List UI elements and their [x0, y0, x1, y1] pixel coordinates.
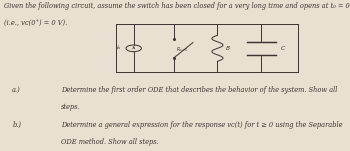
- Text: $i_s$: $i_s$: [116, 43, 121, 52]
- Text: Determine a general expression for the response vᴄ(t) for t ≥ 0 using the Separa: Determine a general expression for the r…: [61, 121, 343, 129]
- Text: b.): b.): [12, 121, 21, 129]
- Text: Given the following circuit, assume the switch has been closed for a very long t: Given the following circuit, assume the …: [4, 2, 349, 10]
- Text: steps.: steps.: [61, 103, 81, 111]
- Text: Determine the first order ODE that describes the behavior of the system. Show al: Determine the first order ODE that descr…: [61, 86, 338, 94]
- Text: (i.e., vᴄ(0⁺) = 0 V).: (i.e., vᴄ(0⁺) = 0 V).: [4, 19, 67, 27]
- Text: a.): a.): [12, 86, 21, 94]
- Text: $R_{s=0}$: $R_{s=0}$: [176, 45, 189, 53]
- Text: $B$: $B$: [225, 44, 231, 52]
- Text: ODE method. Show all steps.: ODE method. Show all steps.: [61, 138, 159, 146]
- Text: $C$: $C$: [280, 44, 286, 52]
